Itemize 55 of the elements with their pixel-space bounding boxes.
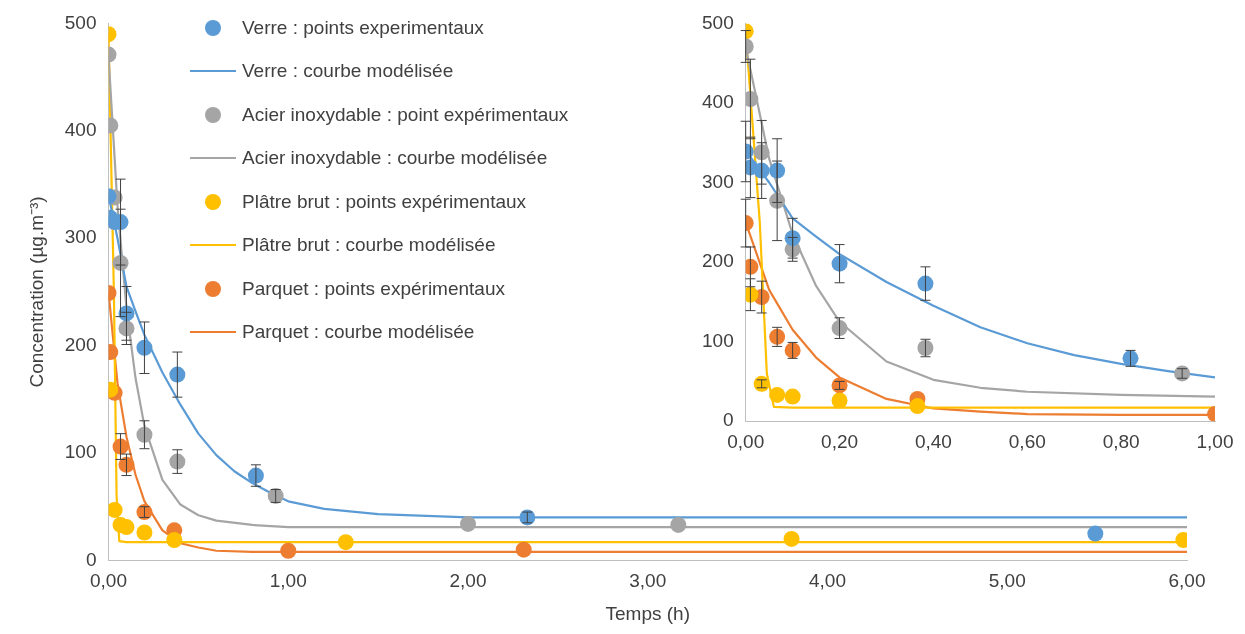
point: [108, 501, 123, 518]
y-tick-label: 400: [64, 119, 97, 141]
x-tick-label: 0,60: [1008, 430, 1046, 452]
x-tick-label: 0,20: [821, 430, 859, 452]
point: [784, 388, 801, 405]
point: [753, 144, 770, 161]
legend-label: Acier inoxydable : courbe modélisée: [242, 147, 548, 170]
y-tick-label: 100: [64, 441, 97, 463]
point: [753, 375, 770, 392]
point: [515, 541, 532, 558]
x-tick-label: 1,00: [269, 570, 307, 592]
point: [1087, 525, 1104, 542]
point: [670, 516, 687, 533]
y-tick-label: 200: [64, 333, 97, 355]
point: [337, 534, 354, 551]
y-tick-label: 300: [702, 170, 734, 192]
point: [831, 392, 848, 409]
point: [280, 542, 297, 559]
point: [909, 398, 926, 415]
legend-label: Acier inoxydable : point expérimentaux: [242, 103, 569, 126]
x-tick-label: 4,00: [809, 570, 846, 592]
point: [460, 515, 476, 532]
x-tick-label: 6,00: [1168, 570, 1206, 592]
point: [136, 426, 153, 443]
y-tick-label: 500: [64, 11, 97, 33]
point: [136, 524, 153, 541]
legend-label: Parquet : courbe modélisée: [242, 321, 475, 344]
point: [769, 386, 786, 403]
x-tick-label: 0,80: [1102, 430, 1140, 452]
x-tick-label: 3,00: [629, 570, 667, 592]
legend-label: Parquet : points expérimentaux: [242, 277, 505, 300]
legend-label: Verre : points experimentaux: [242, 16, 484, 39]
x-tick-label: 2,00: [449, 570, 487, 592]
y-tick-label: 500: [702, 11, 734, 33]
legend-label: Plâtre brut : courbe modélisée: [242, 234, 496, 257]
x-tick-label: 5,00: [988, 570, 1026, 592]
y-tick-label: 200: [702, 250, 734, 272]
x-axis-title: Temps (h): [605, 602, 690, 624]
y-tick-label: 300: [64, 226, 97, 248]
x-tick-label: 1,00: [1196, 430, 1234, 452]
y-tick-label: 100: [702, 329, 734, 351]
legend-label: Verre : courbe modélisée: [242, 60, 454, 83]
y-tick-label: 400: [702, 91, 734, 113]
point: [136, 339, 153, 356]
point: [917, 275, 934, 292]
point: [783, 530, 800, 547]
x-tick-label: 0,00: [727, 430, 765, 452]
y-tick-label: 0: [723, 409, 734, 431]
point: [831, 377, 848, 394]
y-tick-label: 0: [85, 548, 97, 570]
x-tick-label: 0,00: [90, 570, 127, 592]
point: [166, 531, 183, 548]
y-axis-title: Concentration (µg.m⁻³): [25, 196, 47, 388]
x-tick-label: 0,40: [914, 430, 952, 452]
legend-label: Plâtre brut : points expérimentaux: [242, 190, 527, 213]
